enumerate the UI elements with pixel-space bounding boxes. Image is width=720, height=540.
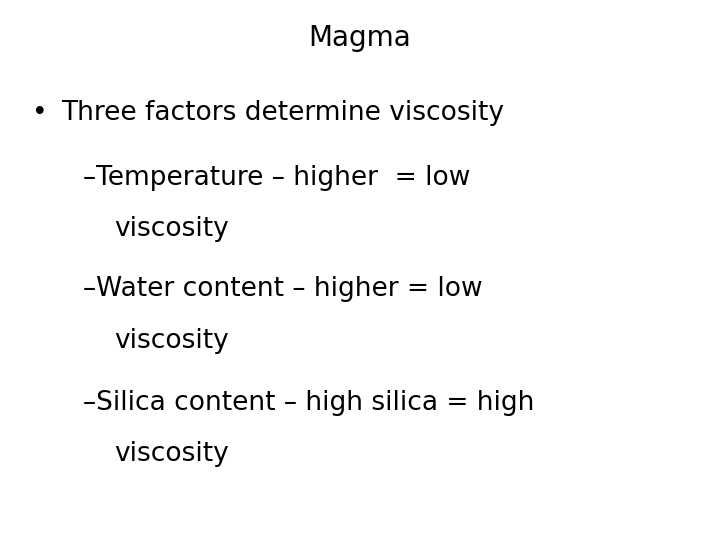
Text: •: • [32,100,48,126]
Text: –Silica content – high silica = high: –Silica content – high silica = high [83,390,534,416]
Text: –Temperature – higher  = low: –Temperature – higher = low [83,165,470,191]
Text: –Water content – higher = low: –Water content – higher = low [83,276,482,302]
Text: Magma: Magma [309,24,411,52]
Text: viscosity: viscosity [114,441,228,467]
Text: viscosity: viscosity [114,216,228,242]
Text: Three factors determine viscosity: Three factors determine viscosity [61,100,504,126]
Text: viscosity: viscosity [114,328,228,354]
